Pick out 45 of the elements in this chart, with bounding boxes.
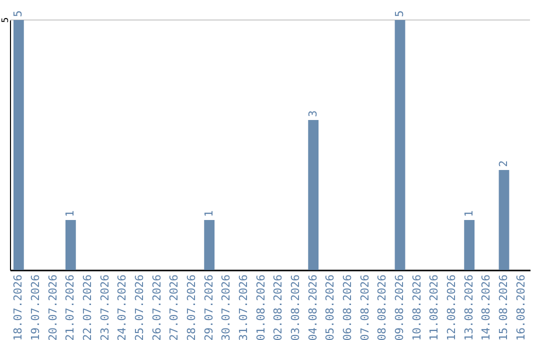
x-tick-label: 12.08.2026: [445, 274, 458, 340]
bar: [308, 120, 319, 270]
x-tick-label: 11.08.2026: [428, 274, 441, 340]
x-tick-label: 21.07.2026: [64, 274, 77, 340]
x-tick-label: 18.07.2026: [12, 274, 25, 340]
x-tick-label: 22.07.2026: [81, 274, 94, 340]
x-tick-label: 04.08.2026: [306, 274, 320, 340]
x-tick-label: 31.07.2026: [237, 274, 250, 340]
x-tick-label: 05.08.2026: [324, 274, 337, 340]
x-tick-label: 09.08.2026: [393, 274, 406, 340]
x-tick-label: 10.08.2026: [410, 274, 424, 340]
x-tick-label: 15.08.2026: [497, 274, 510, 340]
x-tick-label: 03.08.2026: [289, 274, 302, 340]
data-label: 2: [497, 160, 510, 167]
x-tick-label: 26.07.2026: [150, 274, 164, 340]
x-tick-label: 16.08.2026: [514, 274, 528, 340]
bar: [204, 220, 215, 270]
x-tick-label: 25.07.2026: [133, 274, 146, 340]
bar: [498, 170, 510, 270]
data-label: 1: [462, 210, 476, 217]
x-tick-label: 01.08.2026: [254, 274, 268, 340]
bar: [13, 20, 24, 270]
data-label: 1: [202, 210, 216, 217]
x-tick-label: 13.08.2026: [462, 274, 476, 340]
x-tick-label: 20.07.2026: [46, 274, 60, 340]
x-tick-label: 27.07.2026: [168, 274, 181, 340]
bar: [65, 220, 76, 270]
x-tick-label: 07.08.2026: [358, 274, 372, 340]
x-tick-label: 08.08.2026: [376, 274, 389, 340]
x-tick-label: 29.07.2026: [202, 274, 216, 340]
x-tick-label: 28.07.2026: [185, 274, 198, 340]
data-label: 5: [393, 10, 406, 17]
bar: [394, 20, 406, 270]
x-tick-label: 02.08.2026: [272, 274, 285, 340]
x-tick-label: 30.07.2026: [220, 274, 233, 340]
x-tick-label: 19.07.2026: [29, 274, 42, 340]
bar: [464, 220, 475, 270]
x-tick-label: 14.08.2026: [480, 274, 493, 340]
data-label: 3: [306, 110, 320, 117]
x-tick-label: 23.07.2026: [98, 274, 112, 340]
ref-line-label: 5: [1, 17, 11, 23]
x-tick-label: 06.08.2026: [341, 274, 354, 340]
x-tick-label: 24.07.2026: [116, 274, 129, 340]
data-label: 5: [12, 10, 25, 17]
data-label: 1: [64, 210, 77, 217]
